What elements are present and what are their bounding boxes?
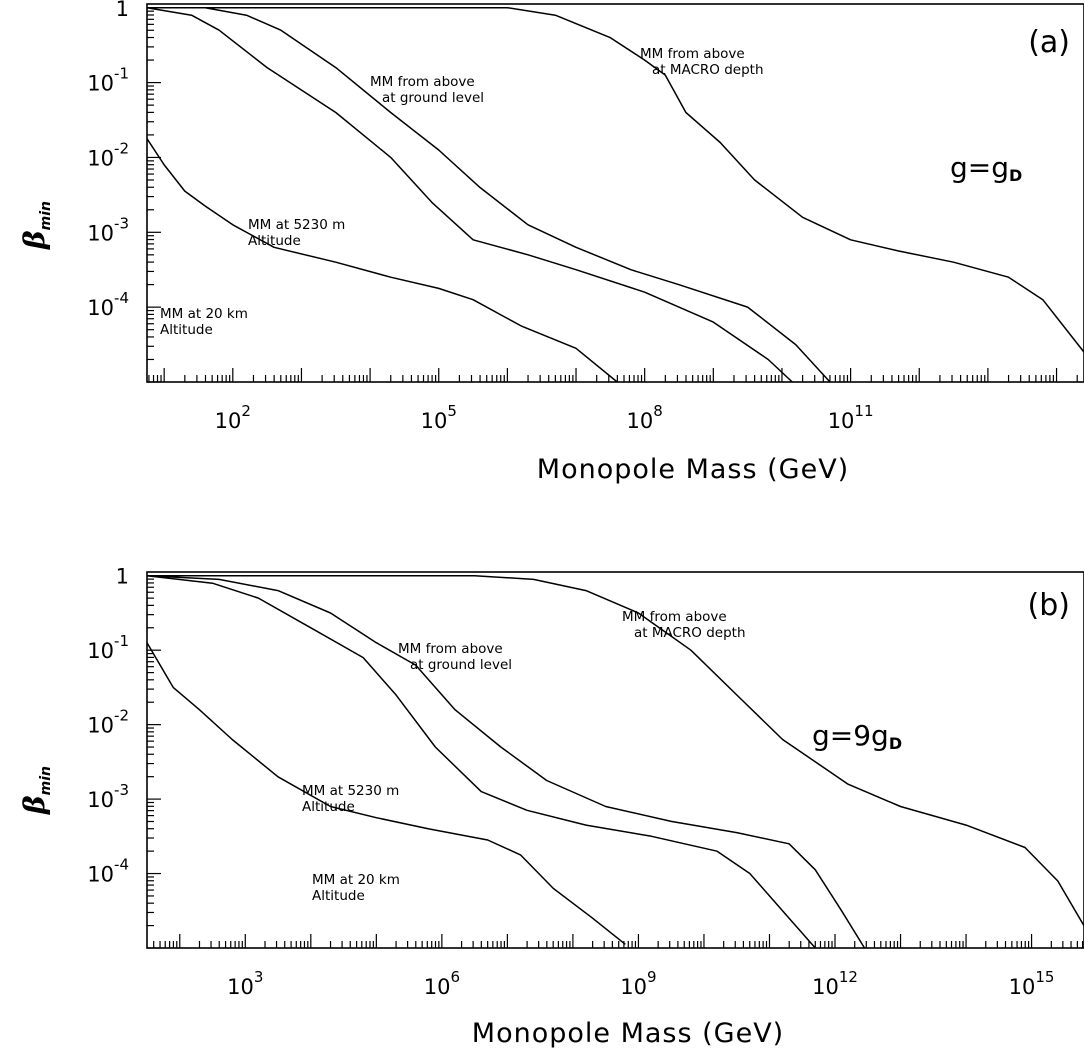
y-tick-label: 10-4 bbox=[87, 289, 129, 320]
series-label: MM from above bbox=[370, 74, 475, 90]
series-label: MM from above bbox=[622, 609, 727, 625]
series-label: at MACRO depth bbox=[634, 625, 746, 641]
x-tick-label: 1015 bbox=[1009, 968, 1055, 999]
series-line-3 bbox=[146, 574, 866, 949]
series-label: MM at 20 km bbox=[312, 872, 400, 888]
x-tick-label: 108 bbox=[627, 402, 663, 433]
y-axis-label: βmin bbox=[18, 201, 54, 250]
y-tick-label: 10-1 bbox=[87, 65, 129, 96]
plot-frame bbox=[146, 3, 1084, 383]
series-label: Altitude bbox=[312, 888, 365, 904]
x-tick-label: 1011 bbox=[828, 402, 874, 433]
x-tick-label: 109 bbox=[620, 968, 656, 999]
y-tick-label: 1 bbox=[116, 0, 129, 21]
y-tick-label: 10-2 bbox=[87, 139, 129, 170]
series-line-2 bbox=[146, 574, 816, 949]
panel-label: (b) bbox=[1028, 588, 1070, 623]
x-tick-label: 105 bbox=[421, 402, 457, 433]
series-line-2 bbox=[146, 6, 793, 383]
x-tick-label: 103 bbox=[227, 968, 263, 999]
series-label: at ground level bbox=[410, 657, 512, 673]
coupling-annotation: g=gD bbox=[950, 151, 1022, 185]
series-label: Altitude bbox=[302, 799, 355, 815]
y-tick-label: 10-3 bbox=[87, 214, 129, 245]
series-label: MM from above bbox=[398, 641, 503, 657]
x-tick-label: 102 bbox=[215, 402, 251, 433]
series-line-4 bbox=[147, 574, 1084, 927]
series-label: Altitude bbox=[248, 233, 301, 249]
series-label: at MACRO depth bbox=[652, 62, 764, 78]
series-label: MM from above bbox=[640, 46, 745, 62]
y-tick-label: 10-2 bbox=[87, 707, 129, 738]
series-label: at ground level bbox=[382, 90, 484, 106]
series-line-1 bbox=[146, 642, 626, 945]
chart-panel-b: 103 106 109 1012 1015 1 10-1 10-2 10-3 10-4 Monopo… bbox=[18, 565, 1084, 1049]
x-axis-label: Monopole Mass (GeV) bbox=[537, 454, 849, 485]
y-axis-label: βmin bbox=[18, 766, 54, 815]
series-line-3 bbox=[147, 6, 831, 383]
chart-panel-a: 102 105 108 1011 1 10-1 10-2 10-3 10-4 Monopole M… bbox=[18, 0, 1084, 485]
panel-label: (a) bbox=[1028, 25, 1070, 60]
x-tick-label: 106 bbox=[424, 968, 460, 999]
series-line-4 bbox=[147, 6, 1084, 353]
y-tick-label: 10-1 bbox=[87, 632, 129, 663]
series-label: MM at 20 km bbox=[160, 306, 248, 322]
series-label: MM at 5230 m bbox=[248, 217, 345, 233]
series-label: Altitude bbox=[160, 322, 213, 338]
series-label: MM at 5230 m bbox=[302, 783, 399, 799]
x-axis-label: Monopole Mass (GeV) bbox=[472, 1018, 784, 1049]
y-tick-label: 10-4 bbox=[87, 856, 129, 887]
plot-frame bbox=[146, 571, 1084, 949]
coupling-annotation: g=9gD bbox=[812, 719, 902, 753]
y-tick-label: 1 bbox=[116, 565, 129, 589]
y-tick-label: 10-3 bbox=[87, 781, 129, 812]
x-tick-label: 1012 bbox=[812, 968, 858, 999]
series-line-1 bbox=[146, 138, 618, 383]
